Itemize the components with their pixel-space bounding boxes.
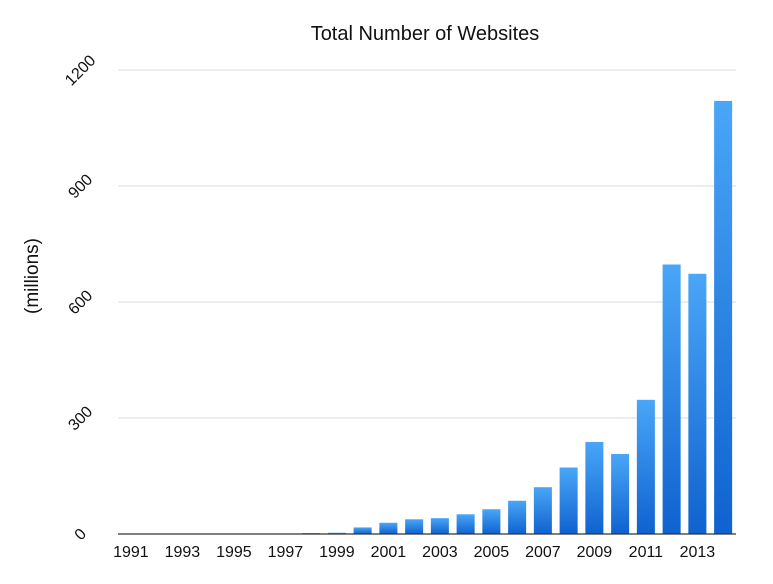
bar xyxy=(636,399,655,534)
bar xyxy=(688,273,707,534)
x-tick-label: 1997 xyxy=(268,544,304,561)
y-tick-label: 300 xyxy=(65,403,96,434)
chart-title: Total Number of Websites xyxy=(311,23,540,45)
bar xyxy=(611,453,630,534)
x-tick-label: 2009 xyxy=(577,544,613,561)
gridlines xyxy=(118,69,736,419)
bar xyxy=(585,441,604,534)
bar xyxy=(482,509,501,534)
x-tick-label: 1993 xyxy=(165,544,201,561)
y-tick-label: 600 xyxy=(65,287,96,318)
bar xyxy=(456,514,475,534)
x-tick-label: 2005 xyxy=(474,544,510,561)
bar xyxy=(327,532,346,534)
bar xyxy=(559,467,578,534)
bar xyxy=(430,518,449,534)
x-tick-label: 2013 xyxy=(680,544,716,561)
x-tick-label: 2001 xyxy=(371,544,407,561)
x-tick-label: 1995 xyxy=(216,544,252,561)
bar xyxy=(353,527,372,534)
bar xyxy=(508,500,527,534)
bar xyxy=(662,264,681,534)
bar xyxy=(533,487,552,534)
x-tick-label: 2003 xyxy=(422,544,458,561)
y-tick-labels: 0 300 600 900 1200 xyxy=(62,52,99,544)
bar xyxy=(714,100,733,534)
x-tick-label: 2011 xyxy=(629,544,664,561)
bars xyxy=(224,100,733,534)
y-tick-label: 0 xyxy=(72,526,90,544)
bar xyxy=(405,519,424,534)
x-tick-label: 1999 xyxy=(319,544,355,561)
x-tick-label: 1991 xyxy=(113,544,149,561)
x-tick-labels: 1991 1993 1995 1997 1999 2001 2003 2005 2007 2009… xyxy=(113,544,715,561)
y-axis-label: (millions) xyxy=(22,238,43,314)
x-tick-label: 2007 xyxy=(525,544,561,561)
y-tick-label: 1200 xyxy=(62,52,99,89)
y-tick-label: 900 xyxy=(65,171,96,202)
bar xyxy=(379,522,398,534)
